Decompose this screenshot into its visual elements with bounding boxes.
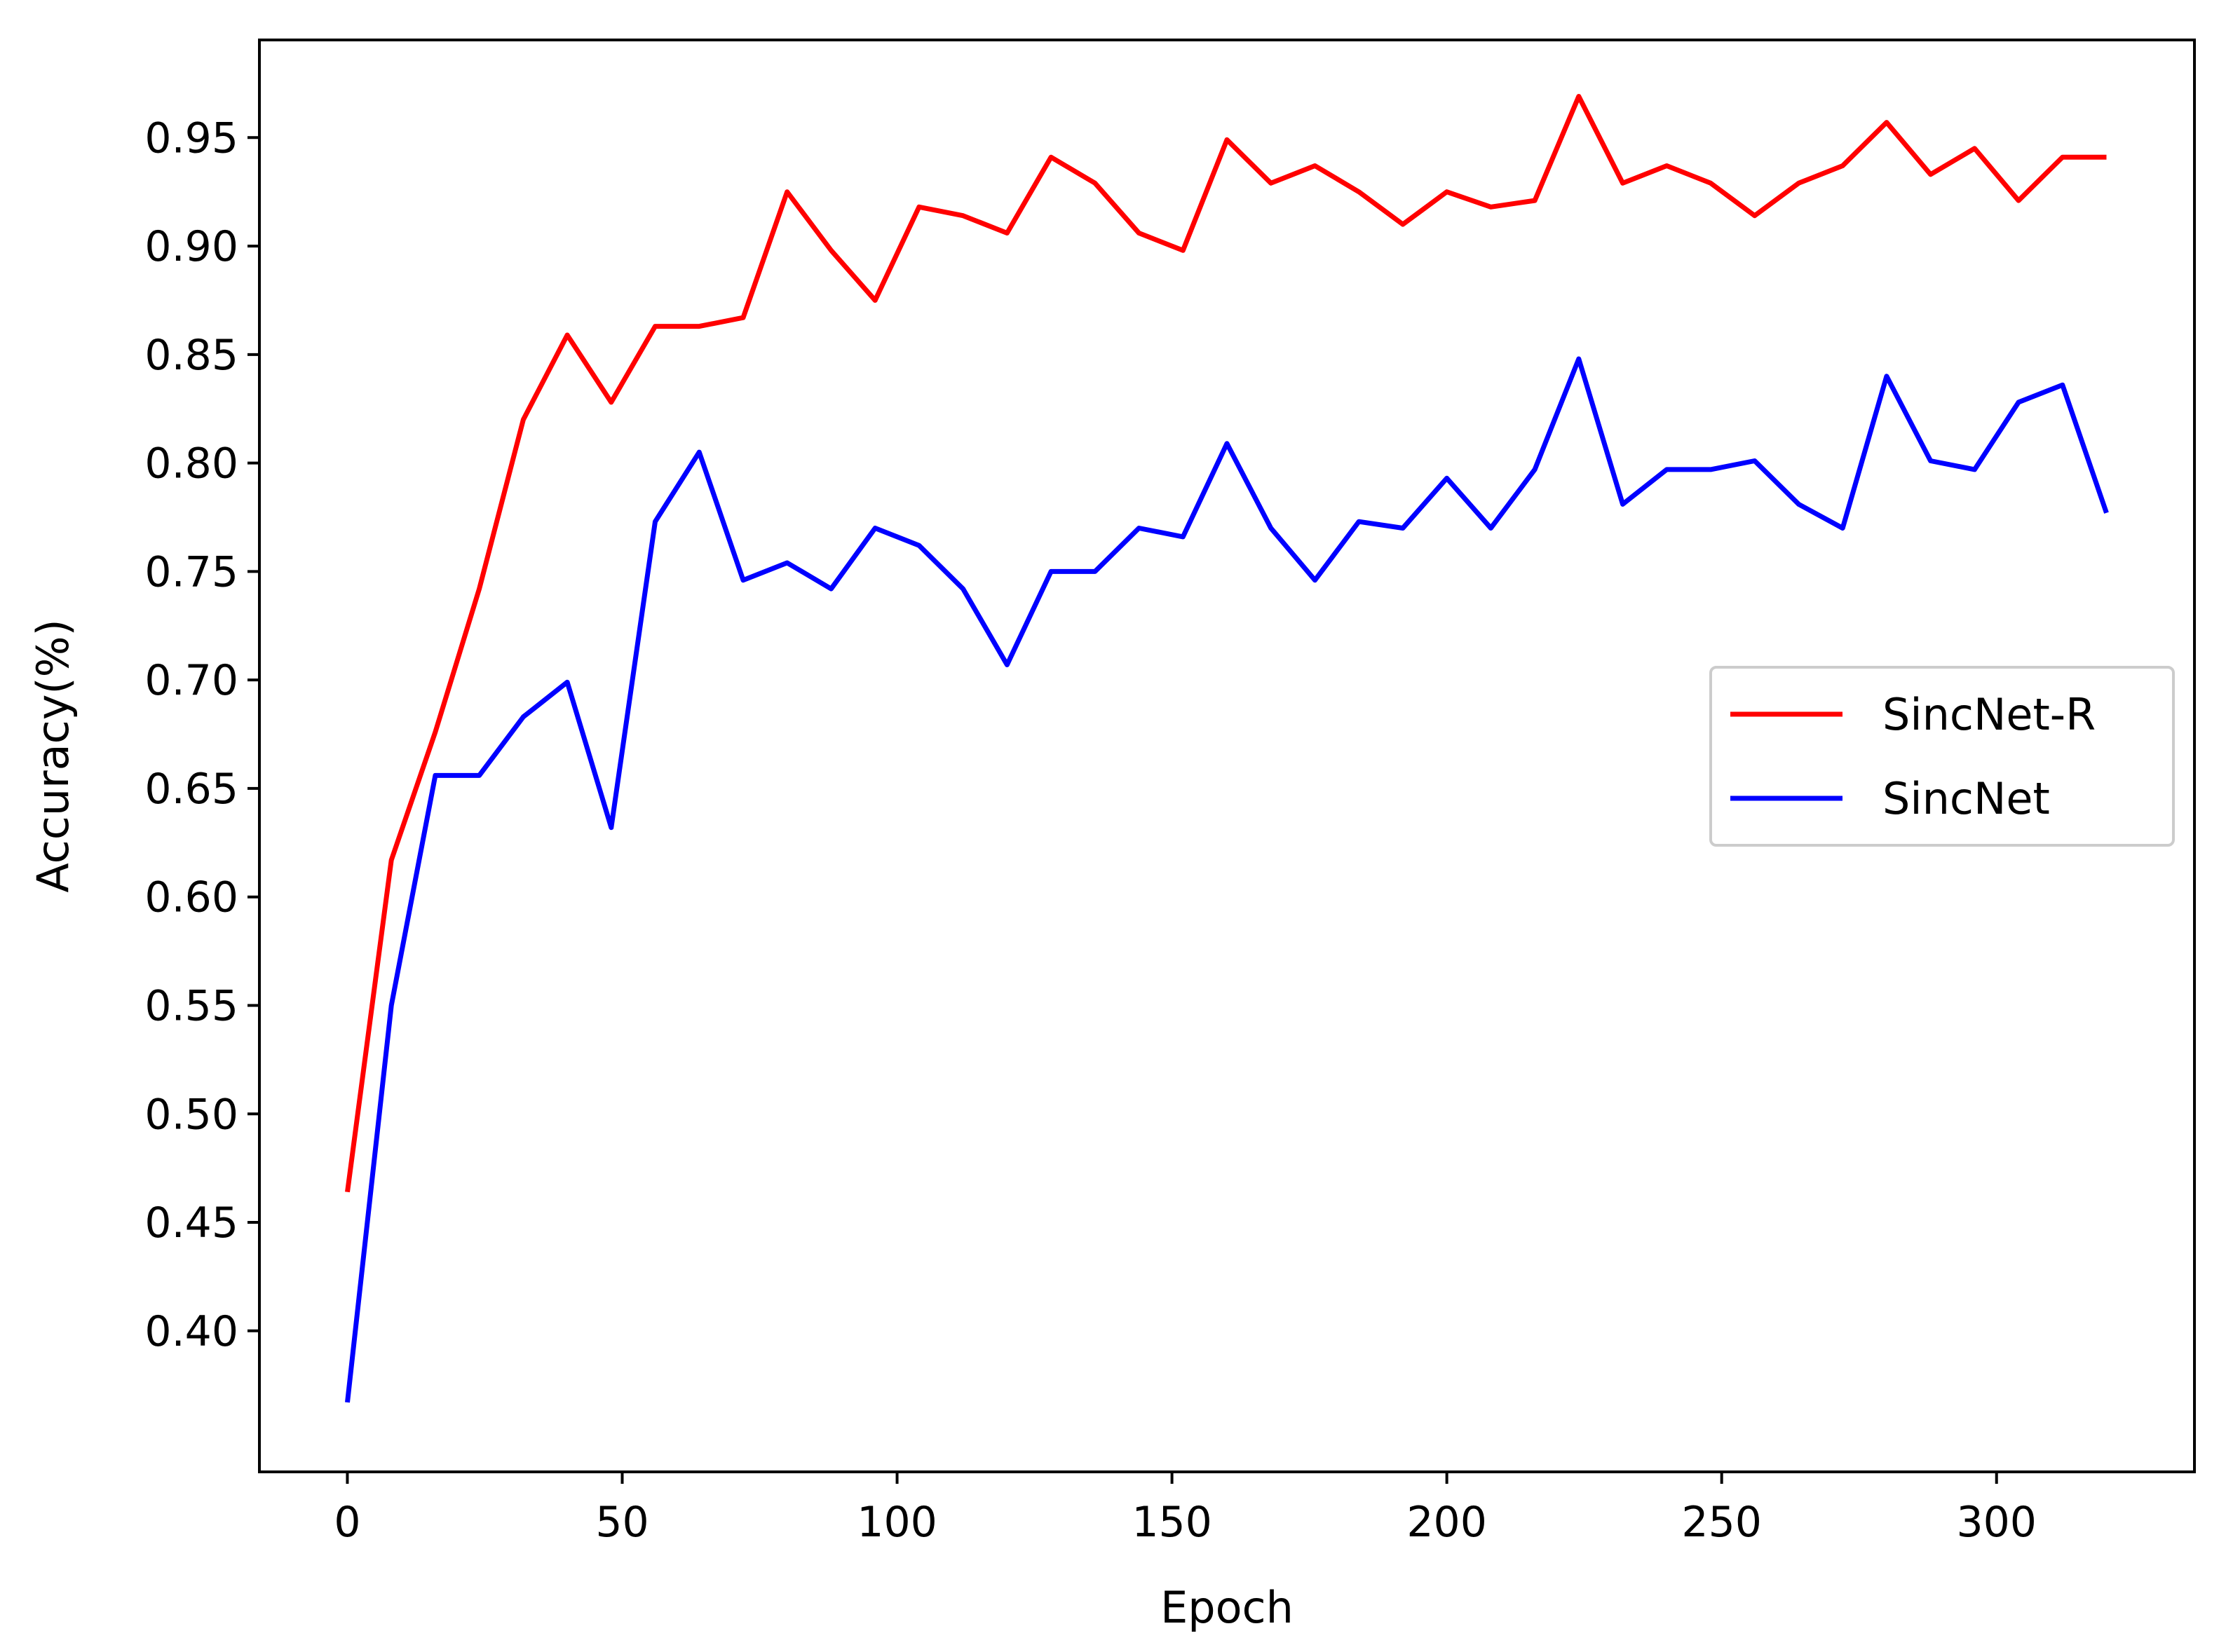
- x-axis-label: Epoch: [1160, 1582, 1294, 1633]
- series-line-sincnet-r: [345, 94, 2107, 1193]
- y-axis-label: Accuracy(%): [27, 619, 79, 892]
- y-tick-label: 0.70: [144, 656, 238, 705]
- y-tick-label: 0.65: [144, 765, 238, 814]
- y-tick-label: 0.80: [144, 439, 238, 489]
- y-tick-label: 0.75: [144, 547, 238, 596]
- x-tick-label: 200: [1406, 1498, 1487, 1547]
- x-tick-label: 300: [1956, 1498, 2037, 1547]
- x-tick-label: 50: [595, 1498, 649, 1547]
- legend-label-sincnet-r: SincNet-R: [1882, 689, 2096, 740]
- legend: SincNet-R SincNet: [1709, 666, 2175, 847]
- series-line-sincnet: [345, 356, 2109, 1403]
- y-tick-label: 0.40: [144, 1307, 238, 1356]
- x-tick-label: 100: [857, 1498, 937, 1547]
- x-axis-ticks: 0 50 100 150 200 250 300: [334, 1472, 2037, 1547]
- y-tick-label: 0.95: [144, 114, 238, 163]
- plot-lines: [345, 94, 2109, 1403]
- x-tick-label: 250: [1681, 1498, 1762, 1547]
- legend-label-sincnet: SincNet: [1882, 773, 2050, 824]
- y-tick-label: 0.55: [144, 981, 238, 1030]
- y-tick-label: 0.60: [144, 873, 238, 922]
- x-tick-label: 0: [334, 1498, 360, 1547]
- y-axis-ticks: 0.40 0.45 0.50 0.55 0.60 0.65 0.70 0.75 0.80 0.85…: [144, 114, 259, 1356]
- plot-frame: [258, 39, 2196, 1473]
- y-tick-label: 0.45: [144, 1199, 238, 1248]
- x-tick-label: 150: [1132, 1498, 1212, 1547]
- y-tick-label: 0.85: [144, 331, 238, 380]
- y-tick-label: 0.90: [144, 222, 238, 271]
- y-tick-label: 0.50: [144, 1090, 238, 1139]
